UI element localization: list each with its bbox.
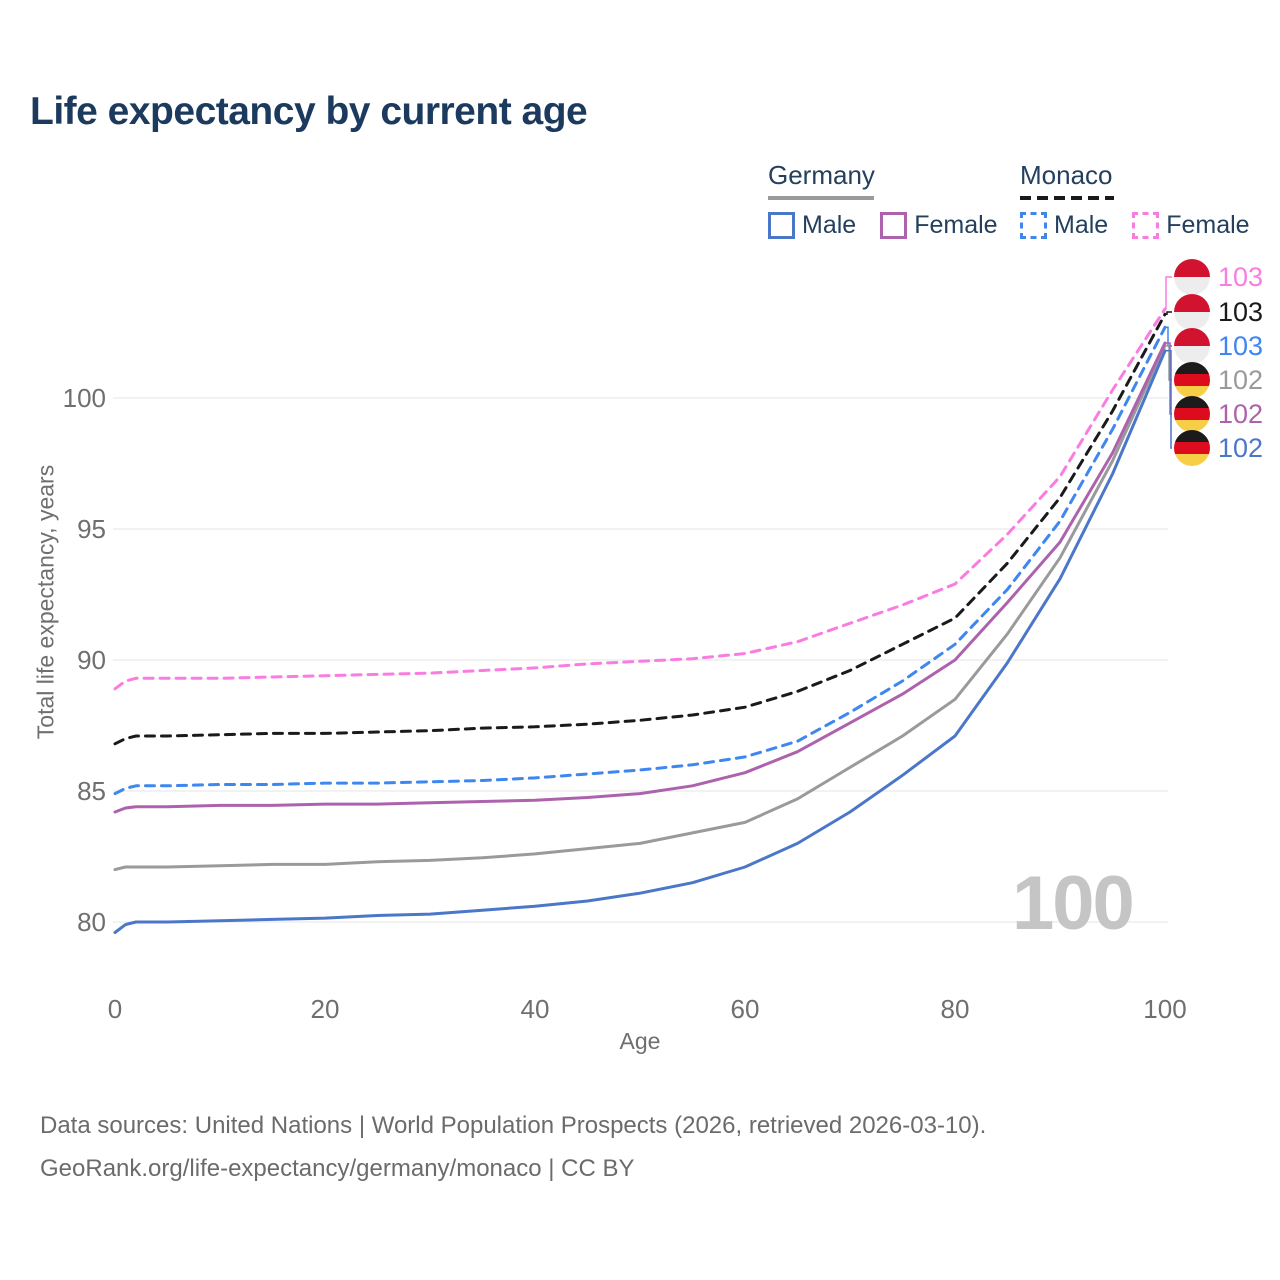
end-label-value: 103 [1218,296,1264,327]
legend-item-label: Male [1054,211,1109,239]
series-line-monaco-both[interactable] [113,312,1167,746]
germany-female-swatch-icon [880,212,908,239]
x-tick-label-80: 80 [941,994,970,1024]
y-tick-label-80: 80 [77,907,106,937]
legend-item-monaco-female[interactable]: Female [1132,211,1250,240]
germany-line-style-icon [768,196,874,200]
legend-group-monaco: Monaco Male Female [1020,160,1274,240]
x-tick-label-40: 40 [521,994,550,1024]
y-tick-label-95: 95 [77,514,106,544]
end-label-value: 103 [1218,261,1264,292]
y-tick-label-100: 100 [63,383,106,413]
legend-group-germany: Germany Male Female [768,160,1022,240]
end-label-value: 103 [1218,330,1264,361]
series-line-monaco-male[interactable] [113,325,1167,796]
legend-country-germany[interactable]: Germany [768,160,875,190]
attribution-text: GeoRank.org/life-expectancy/germany/mona… [40,1155,635,1182]
legend-item-label: Female [1166,211,1250,239]
germany-flag-icon [1174,396,1210,432]
x-axis-title: Age [619,1028,661,1054]
monaco-flag-icon [1174,328,1210,364]
data-sources-text: Data sources: United Nations | World Pop… [40,1112,987,1139]
germany-flag-icon [1174,430,1210,466]
x-tick-label-100: 100 [1143,994,1186,1024]
monaco-male-swatch-icon [1020,212,1047,239]
page-title: Life expectancy by current age [30,90,588,133]
y-tick-label-90: 90 [77,645,106,675]
series-line-germany-male[interactable] [113,349,1167,934]
leader-line-monaco-both [1165,311,1172,315]
end-label-germany-both: 102 [1174,362,1263,398]
legend-item-germany-female[interactable]: Female [880,211,998,240]
germany-flag-icon [1174,362,1210,398]
legend-country-monaco[interactable]: Monaco [1020,160,1113,190]
legend-item-germany-male[interactable]: Male [768,211,856,240]
end-label-germany-male: 102 [1174,430,1263,466]
end-label-germany-female: 102 [1174,396,1263,432]
series-line-monaco-female[interactable] [113,307,1167,691]
footer: Data sources: United Nations | World Pop… [40,1104,986,1190]
monaco-line-style-icon [1020,196,1114,200]
x-tick-label-0: 0 [108,994,122,1024]
leader-line-germany-male [1165,350,1172,449]
y-axis-title: Total life expectancy, years [32,464,59,740]
end-label-monaco-both: 103 [1174,294,1263,330]
series-line-germany-female[interactable] [113,341,1167,814]
x-tick-label-20: 20 [311,994,340,1024]
leader-line-monaco-female [1165,276,1172,310]
end-label-value: 102 [1218,432,1264,463]
legend-item-label: Female [914,211,998,239]
end-label-value: 102 [1218,398,1264,429]
germany-male-swatch-icon [768,212,795,239]
legend-item-monaco-male[interactable]: Male [1020,211,1108,240]
x-tick-label-60: 60 [731,994,760,1024]
y-tick-label-85: 85 [77,776,106,806]
end-label-monaco-male: 103 [1174,328,1263,364]
end-label-monaco-female: 103 [1174,259,1263,295]
monaco-female-swatch-icon [1132,212,1160,239]
legend-item-label: Male [802,211,857,239]
monaco-flag-icon [1174,294,1210,330]
series-line-germany-both[interactable] [113,344,1167,872]
end-label-value: 102 [1218,364,1264,395]
monaco-flag-icon [1174,259,1210,295]
age-watermark: 100 [1012,861,1135,946]
